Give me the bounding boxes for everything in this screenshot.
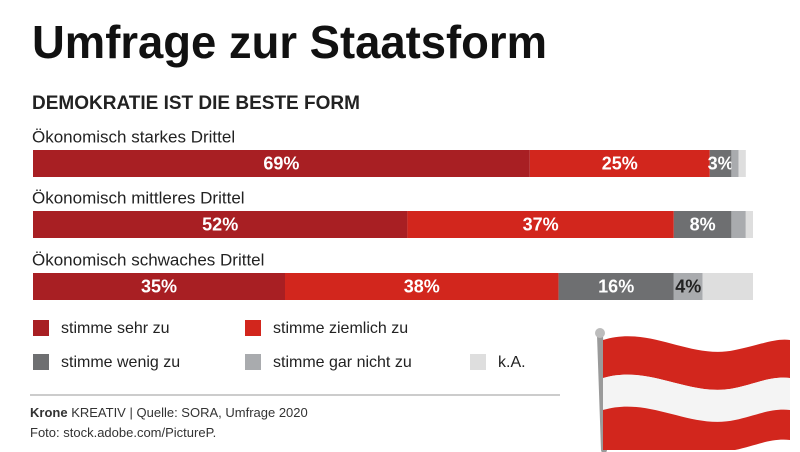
data-label: 38% [404,276,440,296]
data-label: 4% [675,276,701,296]
bar-segment [738,150,746,177]
data-label: 69% [263,153,299,173]
category-label: Ökonomisch starkes Drittel [32,127,235,146]
legend-swatch [33,320,49,336]
data-label: 52% [202,214,238,234]
legend-swatch [470,354,486,370]
data-label: 3% [708,153,734,173]
chart-subtitle: DEMOKRATIE IST DIE BESTE FORM [32,93,360,114]
photo-credit: Foto: stock.adobe.com/PictureP. [30,425,217,440]
chart-title: Umfrage zur Staatsform [32,16,547,68]
separator: | [129,405,133,420]
data-label: 35% [141,276,177,296]
bar-segment [33,211,408,238]
bar-segment [407,211,674,238]
category-label: Ökonomisch mittleres Drittel [32,188,245,207]
data-label: 25% [602,153,638,173]
legend-label: stimme gar nicht zu [273,354,412,371]
legend-label: stimme ziemlich zu [273,320,408,337]
brand-suffix: KREATIV [71,405,126,420]
legend-label: k.A. [498,354,526,371]
bar-segment [731,211,746,238]
bar-segment [702,273,753,300]
bar-segment [673,273,703,300]
flag [595,328,790,452]
bar-segment [558,273,674,300]
bar-segment [285,273,559,300]
bar-segment [33,150,530,177]
footer-line: Krone KREATIV | Quelle: SORA, Umfrage 20… [30,403,308,423]
legend-swatch [33,354,49,370]
bar-segment [731,150,739,177]
data-label: 37% [523,214,559,234]
bar-segment [745,211,753,238]
bar-segment [529,150,710,177]
legend-label: stimme wenig zu [61,354,180,371]
legend-swatch [245,320,261,336]
bar-segment [673,211,732,238]
category-label: Ökonomisch schwaches Drittel [32,250,264,269]
legend-swatch [245,354,261,370]
data-label: 16% [598,276,634,296]
footer: Krone KREATIV | Quelle: SORA, Umfrage 20… [30,403,308,443]
bar-segment [33,273,285,300]
brand: Krone [30,405,68,420]
bar-segment [709,150,732,177]
source: Quelle: SORA, Umfrage 2020 [136,405,308,420]
legend-label: stimme sehr zu [61,320,169,337]
data-label: 8% [690,214,716,234]
